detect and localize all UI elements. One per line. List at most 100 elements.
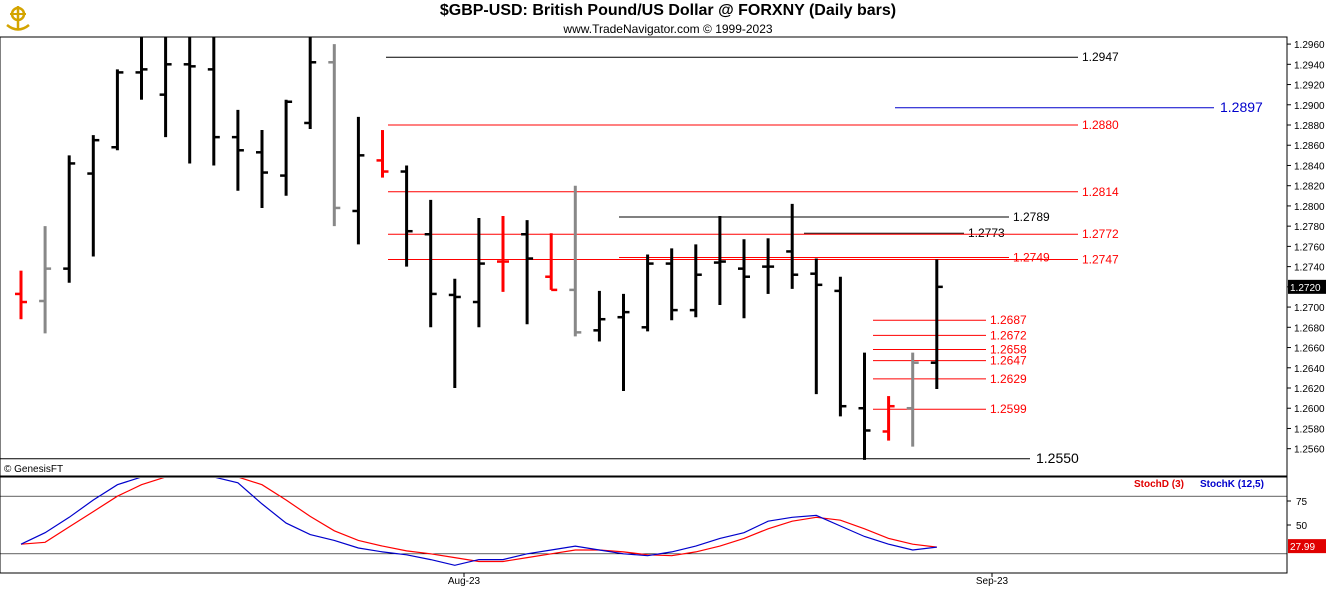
y-tick-label: 1.2680: [1294, 323, 1325, 334]
level-label: 1.2749: [1013, 251, 1050, 265]
level-label: 1.2880: [1082, 118, 1119, 132]
y-tick-label: 1.2820: [1294, 182, 1325, 193]
stoch-value-label: 27.99: [1290, 542, 1315, 553]
ohlc-bars: [15, 37, 943, 460]
ohlc-bar: [352, 116, 365, 245]
y-tick-label: 1.2640: [1294, 364, 1325, 375]
ohlc-bar: [906, 352, 919, 447]
y-tick-label: 1.2560: [1294, 445, 1325, 456]
ohlc-bar: [280, 99, 293, 196]
y-tick-label: 1.2700: [1294, 303, 1325, 314]
ohlc-bar: [63, 155, 76, 283]
ohlc-bar: [617, 293, 630, 392]
ohlc-bar: [135, 37, 148, 100]
stoch-value-box: [1288, 539, 1326, 554]
ohlc-bar: [376, 130, 389, 178]
ohlc-bar: [569, 185, 582, 337]
ohlc-bar: [111, 69, 124, 151]
y-tick-label: 1.2660: [1294, 344, 1325, 355]
copyright-label: © GenesisFT: [4, 464, 63, 475]
stochastic-lines: 75 50 27.99: [0, 478, 1326, 566]
stochd-line: [20, 478, 937, 563]
ohlc-bar: [641, 254, 654, 332]
ohlc-bar: [762, 238, 775, 294]
level-label: 1.2550: [1036, 450, 1079, 466]
ohlc-bar: [15, 270, 27, 320]
y-tick-label: 1.2740: [1294, 263, 1325, 274]
y-tick-label: 1.2800: [1294, 202, 1325, 213]
ohlc-bar: [448, 278, 461, 388]
support-resistance-lines: 1.2947 1.2897 1.2880 1.2814 1.2789 1.2773 1.27…: [0, 50, 1263, 466]
level-label: 1.2772: [1082, 227, 1119, 241]
ohlc-bar: [39, 226, 52, 334]
stochk-legend: StochK (12,5): [1200, 479, 1264, 490]
level-label: 1.2672: [990, 328, 1027, 342]
ohlc-bar: [521, 220, 534, 325]
date-axis: Aug-23 Sep-23: [448, 573, 1009, 587]
price-panel-frame: [0, 36, 1288, 477]
ohlc-bar: [738, 239, 750, 319]
ohlc-bar: [689, 244, 702, 318]
last-price-box: [1288, 279, 1326, 294]
x-tick-label: Sep-23: [976, 576, 1009, 587]
y-tick-label: 1.2880: [1294, 121, 1325, 132]
y-tick-label: 1.2580: [1294, 424, 1325, 435]
ohlc-bar: [545, 233, 558, 292]
stoch-tick-label: 50: [1296, 521, 1308, 532]
ohlc-bar: [159, 37, 172, 138]
level-label: 1.2789: [1013, 210, 1050, 224]
ohlc-bar: [183, 37, 196, 164]
level-label: 1.2747: [1082, 253, 1119, 267]
level-label: 1.2658: [990, 343, 1027, 357]
ohlc-bar: [400, 165, 413, 267]
ohlc-bar: [472, 218, 485, 328]
ohlc-bar: [256, 130, 268, 208]
ohlc-bar: [786, 203, 799, 289]
ohlc-bar: [858, 352, 871, 460]
stochd-legend: StochD (3): [1134, 479, 1184, 490]
ohlc-bar: [87, 135, 100, 257]
stoch-tick-label: 75: [1296, 497, 1308, 508]
y-tick-label: 1.2900: [1294, 101, 1325, 112]
ohlc-bar: [304, 37, 317, 130]
level-label: 1.2814: [1082, 185, 1119, 199]
ohlc-bar: [930, 259, 943, 390]
y-tick-label: 1.2920: [1294, 81, 1325, 92]
y-tick-label: 1.2600: [1294, 404, 1325, 415]
y-tick-label: 1.2860: [1294, 141, 1325, 152]
x-tick-label: Aug-23: [448, 576, 481, 587]
ohlc-bar: [882, 396, 895, 441]
ohlc-bar: [593, 290, 606, 342]
chart-title: $GBP-USD: British Pound/US Dollar @ FORX…: [439, 2, 897, 19]
ohlc-bar: [665, 248, 678, 321]
ohlc-bar: [231, 109, 244, 191]
ohlc-bar: [834, 276, 847, 417]
y-tick-label: 1.2840: [1294, 161, 1325, 172]
navigator-logo-icon: [3, 3, 33, 33]
level-label: 1.2647: [990, 354, 1027, 368]
level-label: 1.2687: [990, 313, 1027, 327]
stochastic-panel-frame: [0, 476, 1288, 574]
ohlc-bar: [497, 216, 509, 292]
ohlc-bar: [810, 258, 823, 395]
price-axis: 1.2960 1.2940 1.2920 1.2900 1.2880 1.2860 1.28…: [1287, 40, 1326, 456]
ohlc-bar: [207, 37, 220, 166]
y-tick-label: 1.2780: [1294, 222, 1325, 233]
level-label: 1.2897: [1220, 99, 1263, 115]
level-label: 1.2599: [990, 402, 1027, 416]
last-price-label: 1.2720: [1290, 283, 1321, 294]
level-label: 1.2629: [990, 372, 1027, 386]
y-tick-label: 1.2760: [1294, 242, 1325, 253]
ohlc-bar: [424, 199, 437, 328]
chart-subtitle: www.TradeNavigator.com © 1999-2023: [563, 22, 773, 36]
price-panel: [0, 36, 1288, 477]
level-label: 1.2773: [968, 226, 1005, 240]
y-tick-label: 1.2960: [1294, 40, 1325, 51]
level-label: 1.2947: [1082, 50, 1119, 64]
ohlc-bar: [328, 44, 341, 227]
ohlc-bar: [713, 216, 726, 306]
y-tick-label: 1.2620: [1294, 384, 1325, 395]
stochk-line: [20, 478, 937, 566]
stochastic-panel: [0, 476, 1288, 574]
